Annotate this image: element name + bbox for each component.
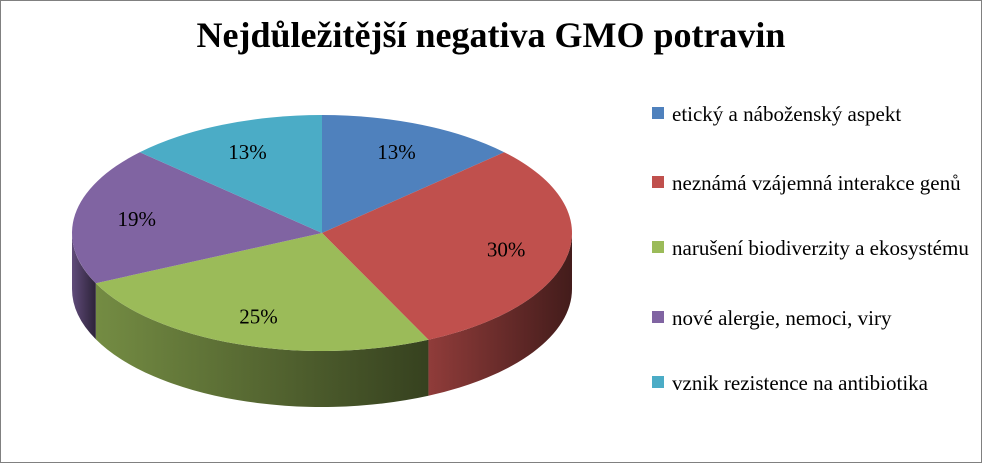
legend-swatch [652, 311, 664, 323]
legend-swatch [652, 107, 664, 119]
data-label: 13% [377, 140, 416, 164]
pie-slice-side [72, 233, 96, 340]
legend-label: etický a náboženský aspekt [672, 102, 902, 126]
pie-slice [72, 152, 322, 284]
data-label: 25% [239, 304, 278, 328]
pie-slice-side [95, 283, 429, 407]
legend-swatch [652, 241, 664, 253]
data-label: 13% [228, 140, 267, 164]
pie-slice [139, 115, 322, 233]
pie-slice [95, 233, 429, 351]
legend-swatch [652, 176, 664, 188]
legend-label: nové alergie, nemoci, viry [672, 306, 892, 330]
data-label: 30% [487, 238, 526, 262]
data-label: 19% [118, 207, 157, 231]
legend-label: narušení biodiverzity a ekosystému [672, 236, 969, 260]
pie-slice [322, 152, 572, 340]
legend-label: neznámá vzájemná interakce genů [672, 171, 961, 195]
chart-title: Nejdůležitější negativa GMO potravin [196, 15, 786, 55]
legend-swatch [652, 376, 664, 388]
pie-slice-side [428, 233, 572, 396]
legend-label: vznik rezistence na antibiotika [672, 371, 928, 395]
pie-slice [322, 115, 505, 233]
